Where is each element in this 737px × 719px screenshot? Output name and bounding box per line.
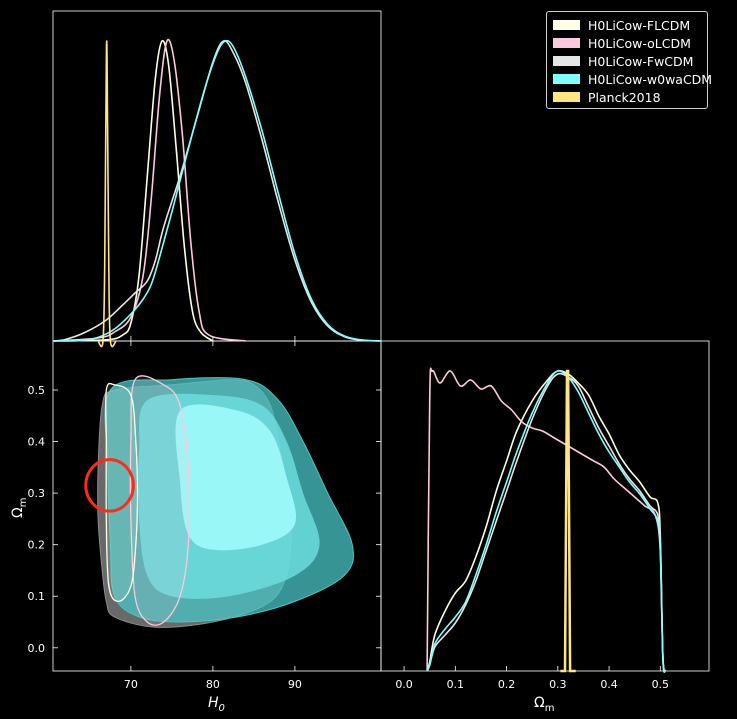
legend-label: H0LiCow-oLCDM [588, 35, 691, 51]
h0-tick-label: 80 [206, 678, 220, 691]
h0-curve-planck2018 [97, 40, 117, 348]
om-curves-group [426, 367, 667, 673]
h0-curve-h0licow-olcdm [52, 38, 246, 342]
om-curve-h0licow-w0wacdm [426, 370, 667, 673]
om-x-tick-label: 0.5 [652, 678, 670, 691]
legend-swatch [553, 56, 580, 66]
x-axis-label-om: Ωm [534, 695, 554, 714]
legend: H0LiCow-FLCDM H0LiCow-oLCDM H0LiCow-FwCD… [546, 11, 712, 109]
h0-marginal-panel [52, 10, 382, 342]
legend-item: Planck2018 [553, 88, 701, 106]
h0-curve-h0licow-flcdm [52, 39, 214, 342]
om-curve-h0licow-flcdm [426, 369, 667, 672]
legend-item: H0LiCow-FwCDM [553, 52, 701, 70]
h0-tick-label: 90 [288, 678, 302, 691]
h0-curve-h0licow-fwcdm [52, 40, 382, 342]
om-curve-h0licow-olcdm [426, 367, 667, 672]
legend-item: H0LiCow-FLCDM [553, 16, 701, 34]
om-y-tick-label: 0.0 [28, 642, 46, 655]
legend-label: H0LiCow-FwCDM [588, 53, 694, 69]
om-marginal-panel [380, 340, 710, 672]
contour-h0licow-olcdm-outer [129, 375, 190, 626]
om-x-tick-label: 0.0 [395, 678, 413, 691]
y-axis-label-om: Ωm [10, 498, 29, 518]
om-x-tick-label: 0.2 [498, 678, 516, 691]
om-x-tick-label: 0.1 [447, 678, 465, 691]
contour-h0licow-w0wacdm-inner [175, 404, 297, 551]
legend-swatch [553, 92, 580, 102]
contour-planck2018 [84, 458, 135, 513]
om-y-tick-label: 0.5 [28, 384, 46, 397]
legend-swatch [553, 74, 580, 84]
om-curve-h0licow-fwcdm [426, 372, 667, 673]
legend-swatch [553, 20, 580, 30]
contours-group [84, 375, 355, 628]
om-x-tick-label: 0.3 [549, 678, 567, 691]
legend-label: H0LiCow-w0waCDM [588, 71, 713, 87]
legend-label: H0LiCow-FLCDM [588, 17, 691, 33]
ticks-group: 70 80 90 0.0 0.0 0.1 0.1 0.2 0.2 0.3 0.3 0.4 0.4 0.5 0… [28, 336, 670, 691]
om-y-tick-label: 0.4 [28, 436, 46, 449]
h0-curves-group [52, 38, 382, 348]
legend-swatch [553, 38, 580, 48]
h0-tick-label: 70 [124, 678, 138, 691]
om-y-tick-label: 0.2 [28, 539, 46, 552]
legend-label: Planck2018 [588, 89, 661, 105]
h0-curve-h0licow-w0wacdm [52, 39, 382, 342]
om-y-tick-label: 0.1 [28, 590, 46, 603]
om-curve-planck2018 [560, 369, 576, 673]
x-axis-label-h0: H0 [208, 695, 225, 714]
om-x-tick-label: 0.4 [600, 678, 618, 691]
legend-item: H0LiCow-oLCDM [553, 34, 701, 52]
contour-h0licow-flcdm-outer [105, 382, 139, 603]
om-y-tick-label: 0.3 [28, 487, 46, 500]
legend-item: H0LiCow-w0waCDM [553, 70, 712, 88]
